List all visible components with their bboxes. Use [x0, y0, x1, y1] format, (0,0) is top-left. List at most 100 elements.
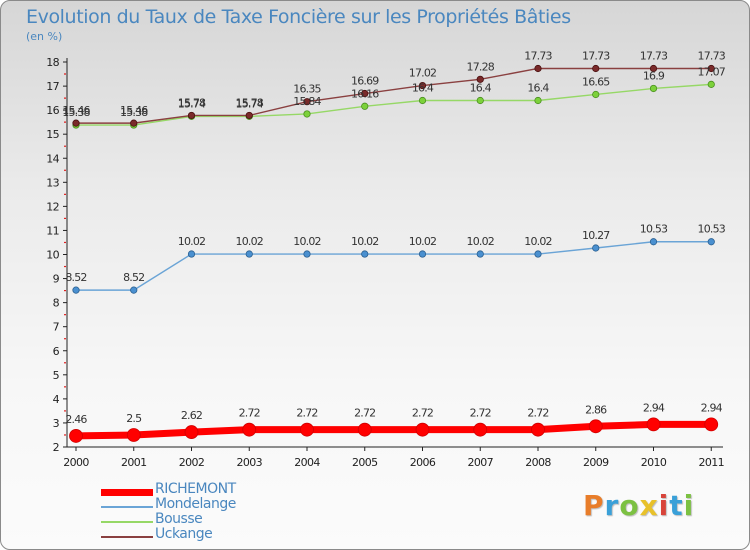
- x-tick-label: 2011: [698, 456, 724, 469]
- data-point-uckange: [245, 111, 253, 120]
- data-point-mondelange: [476, 250, 484, 258]
- data-point-richemont: [415, 422, 430, 437]
- x-tick-label: 2005: [352, 456, 378, 469]
- data-label-richemont: 2.62: [181, 409, 202, 422]
- data-label-mondelange: 10.02: [467, 235, 495, 248]
- data-point-uckange: [187, 111, 196, 120]
- chart-title: Evolution du Taux de Taxe Foncière sur l…: [26, 6, 571, 28]
- data-label-mondelange: 10.02: [524, 235, 552, 248]
- data-label-uckange: 17.73: [524, 49, 552, 62]
- data-label-bousse: 15.74: [236, 97, 264, 110]
- data-label-richemont: 2.72: [470, 407, 491, 420]
- data-point-richemont: [184, 425, 199, 439]
- data-label-richemont: 2.72: [296, 407, 317, 420]
- data-label-bousse: 15.38: [62, 106, 90, 119]
- data-label-bousse: 16.65: [582, 75, 610, 88]
- x-tick-label: 2002: [179, 456, 205, 469]
- data-point-richemont: [646, 417, 661, 432]
- y-tick-label: 7: [53, 321, 60, 334]
- series-line-mondelange: [76, 241, 712, 291]
- data-point-richemont: [357, 422, 372, 437]
- data-label-uckange: 16.69: [351, 75, 379, 88]
- data-label-richemont: 2.72: [527, 407, 548, 420]
- data-point-uckange: [418, 81, 427, 90]
- x-tick-label: 2010: [641, 456, 667, 469]
- data-point-richemont: [300, 422, 314, 437]
- data-labels: 2.46 2.5 2.62 2.72 2.72 2.72 2.72 2.72 2.72 2.86 2…: [62, 49, 726, 425]
- data-label-bousse: 17.07: [698, 65, 726, 78]
- x-tick-label: 2004: [294, 456, 320, 469]
- data-point-richemont: [126, 428, 141, 442]
- data-label-mondelange: 8.52: [123, 271, 144, 284]
- data-label-mondelange: 10.27: [582, 229, 610, 242]
- data-label-bousse: 16.4: [470, 82, 492, 95]
- legend-swatch: [101, 521, 153, 523]
- data-point-bousse: [649, 84, 658, 93]
- data-label-mondelange: 10.02: [351, 235, 379, 248]
- data-label-uckange: 16.35: [293, 83, 321, 96]
- data-point-mondelange: [649, 238, 658, 246]
- data-point-bousse: [361, 102, 369, 110]
- legend-swatch: [101, 506, 153, 508]
- y-tick-label: 13: [46, 176, 59, 189]
- axes: 2 3 4 5 6 7 8 9 10 11 12 13 14 15 16 17 18 2000 2001 2002 20…: [46, 56, 724, 469]
- y-tick-label: 3: [53, 417, 60, 430]
- y-tick-label: 9: [53, 273, 60, 286]
- data-point-uckange: [707, 64, 715, 73]
- data-label-uckange: 17.73: [582, 49, 610, 62]
- data-point-mondelange: [303, 250, 311, 258]
- data-point-mondelange: [187, 250, 196, 258]
- x-tick-label: 2000: [63, 456, 89, 469]
- legend-label: Mondelange: [155, 496, 236, 512]
- data-label-richemont: 2.72: [239, 407, 260, 420]
- data-label-uckange: 17.02: [409, 67, 437, 80]
- y-tick-label: 8: [53, 297, 60, 310]
- data-point-uckange: [534, 64, 542, 73]
- unit-label: (en %): [26, 30, 63, 43]
- data-label-bousse: 16.16: [351, 87, 379, 100]
- data-label-richemont: 2.94: [701, 401, 723, 414]
- x-tick-label: 2007: [467, 456, 493, 469]
- y-tick-label: 5: [53, 369, 60, 382]
- y-tick-label: 18: [46, 56, 59, 69]
- data-label-mondelange: 10.02: [293, 235, 321, 248]
- data-point-mondelange: [72, 286, 80, 294]
- data-label-uckange: 17.73: [640, 49, 668, 62]
- data-label-richemont: 2.72: [354, 407, 375, 420]
- y-tick-label: 6: [53, 345, 60, 358]
- data-label-richemont: 2.94: [643, 401, 665, 414]
- data-point-richemont: [704, 417, 719, 432]
- y-tick-label: 4: [53, 393, 60, 406]
- legend-swatch: [101, 489, 153, 496]
- data-label-richemont: 2.46: [65, 413, 87, 426]
- data-label-uckange: 17.73: [698, 49, 726, 62]
- data-label-bousse: 15.38: [120, 106, 148, 119]
- data-label-uckange: 17.28: [467, 60, 495, 73]
- legend-swatch: [101, 536, 153, 538]
- data-point-uckange: [303, 98, 311, 106]
- data-point-mondelange: [361, 250, 369, 258]
- data-point-uckange: [130, 119, 138, 127]
- data-label-mondelange: 10.53: [640, 223, 668, 236]
- data-point-bousse: [534, 96, 542, 105]
- y-tick-label: 16: [46, 104, 59, 117]
- data-point-richemont: [69, 429, 83, 443]
- data-point-richemont: [588, 419, 603, 434]
- data-label-richemont: 2.86: [585, 403, 607, 416]
- x-tick-label: 2001: [121, 456, 147, 469]
- data-point-uckange: [72, 119, 80, 127]
- data-label-richemont: 2.72: [412, 407, 433, 420]
- data-point-richemont: [531, 422, 545, 437]
- x-tick-label: 2008: [525, 456, 551, 469]
- x-tick-label: 2009: [583, 456, 609, 469]
- data-label-mondelange: 10.02: [236, 235, 264, 248]
- y-tick-label: 15: [46, 128, 59, 141]
- series-line-richemont: [75, 420, 712, 440]
- data-point-richemont: [473, 422, 488, 437]
- legend-label: Uckange: [155, 526, 213, 542]
- data-point-mondelange: [534, 250, 542, 258]
- legend-label: Bousse: [155, 511, 203, 527]
- series-line-uckange: [76, 67, 712, 124]
